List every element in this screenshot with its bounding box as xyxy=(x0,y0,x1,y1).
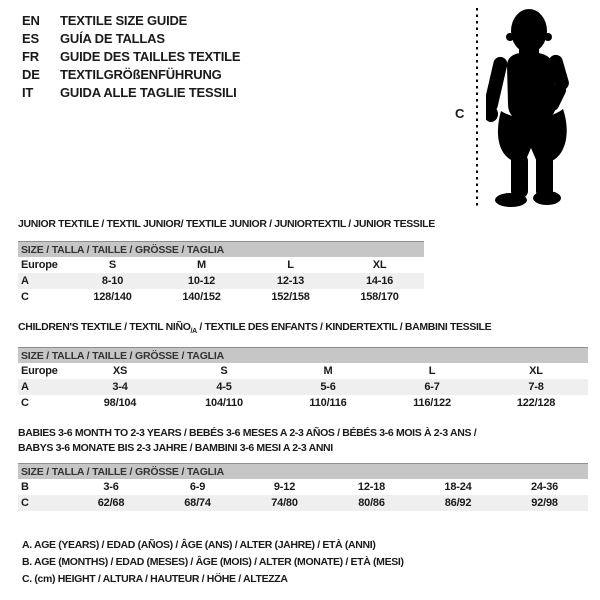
table-cell: 6-9 xyxy=(189,481,206,493)
table-row: Europe S M L XL xyxy=(18,257,424,273)
table-cell: 7-8 xyxy=(484,379,589,396)
table-cell: 8-10 xyxy=(68,273,157,289)
table-title: JUNIOR TEXTILE / TEXTIL JUNIOR/ TEXTILE … xyxy=(18,218,435,230)
row-label: B xyxy=(21,481,29,493)
table-cell: 3-6 xyxy=(103,481,119,493)
language-code: DE xyxy=(22,67,40,82)
height-measure-label: C xyxy=(455,106,465,121)
language-title-list: EN TEXTILE SIZE GUIDE ES GUÍA DE TALLAS … xyxy=(22,12,241,102)
table-cell: 9-12 xyxy=(273,481,296,493)
table-cell: 14-16 xyxy=(335,273,425,289)
table-cell: M xyxy=(323,365,333,378)
row-label: Europe xyxy=(21,365,58,378)
language-code: EN xyxy=(22,13,40,28)
list-item: DE TEXTILGRÖßENFÜHRUNG xyxy=(22,66,240,84)
row-label: A xyxy=(18,379,68,396)
table-row: B 3-6 6-9 9-12 12-18 18-24 24-36 xyxy=(18,479,588,495)
size-header-bar: SIZE / TALLA / TAILLE / GRÖSSE / TAGLIA xyxy=(18,241,425,257)
table-cell: XL xyxy=(529,365,543,378)
language-code: FR xyxy=(22,49,39,64)
table-cell: 12-18 xyxy=(357,481,386,493)
list-item: ES GUÍA DE TALLAS xyxy=(22,30,240,48)
table-cell: 4-5 xyxy=(172,379,276,396)
list-item: IT GUIDA ALLE TAGLIE TESSILI xyxy=(22,84,240,102)
footnote-a: A. AGE (YEARS) / EDAD (AÑOS) / ÂGE (ANS)… xyxy=(22,539,376,551)
table-cell: 6-7 xyxy=(380,379,484,396)
size-header-bar: SIZE / TALLA / TAILLE / GRÖSSE / TAGLIA xyxy=(18,463,589,479)
size-header-label: SIZE / TALLA / TAILLE / GRÖSSE / TAGLIA xyxy=(18,347,589,364)
table-cell: XL xyxy=(372,259,387,271)
babies-size-table: SIZE / TALLA / TAILLE / GRÖSSE / TAGLIA … xyxy=(18,463,589,511)
table-row: Europe XS S M L XL xyxy=(18,363,588,379)
table-cell: 110/116 xyxy=(309,397,347,410)
junior-textile-section: JUNIOR TEXTILE / TEXTIL JUNIOR/ TEXTILE … xyxy=(18,218,435,305)
size-header-label: SIZE / TALLA / TAILLE / GRÖSSE / TAGLIA xyxy=(18,463,589,479)
list-item: FR GUIDE DES TAILLES TEXTILE xyxy=(22,48,241,66)
language-title: GUIDE DES TAILLES TEXTILE xyxy=(60,49,241,64)
table-cell: 5-6 xyxy=(276,379,380,396)
table-row: C 62/68 68/74 74/80 80/86 86/92 92/98 xyxy=(18,495,589,511)
table-row: A 8-10 10-12 12-13 14-16 xyxy=(18,273,425,289)
footnote-b: B. AGE (MONTHS) / EDAD (MESES) / ÂGE (MO… xyxy=(22,556,404,568)
list-item: EN TEXTILE SIZE GUIDE xyxy=(22,12,240,30)
table-title-line2: BABYS 3-6 MONATE BIS 2-3 JAHRE / BAMBINI… xyxy=(18,442,333,454)
table-row: C 98/104 104/110 110/116 116/122 122/128 xyxy=(18,395,588,411)
table-cell: 152/158 xyxy=(271,291,310,303)
table-cell: 10-12 xyxy=(157,273,246,289)
table-cell: L xyxy=(428,365,436,378)
row-label: A xyxy=(18,273,68,289)
table-cell: XS xyxy=(112,365,128,378)
children-size-table: SIZE / TALLA / TAILLE / GRÖSSE / TAGLIA … xyxy=(18,347,589,411)
table-cell: 116/122 xyxy=(413,397,451,410)
height-measure-dotted-line xyxy=(476,8,478,208)
table-cell: 24-36 xyxy=(530,481,559,493)
table-cell: M xyxy=(197,259,206,271)
table-title: BABIES 3-6 MONTH TO 2-3 YEARS / BEBÉS 3-… xyxy=(18,426,588,456)
table-cell: 80/86 xyxy=(328,495,415,511)
size-header-label: SIZE / TALLA / TAILLE / GRÖSSE / TAGLIA xyxy=(18,241,425,257)
table-cell: 158/170 xyxy=(360,291,399,303)
table-cell: 104/110 xyxy=(205,397,243,410)
babies-textile-section: BABIES 3-6 MONTH TO 2-3 YEARS / BEBÉS 3-… xyxy=(18,426,589,511)
table-cell: 128/140 xyxy=(93,291,132,303)
table-cell: S xyxy=(220,365,228,378)
language-title: GUÍA DE TALLAS xyxy=(60,31,165,46)
table-cell: 92/98 xyxy=(501,495,589,511)
footnote-c: C. (cm) HEIGHT / ALTURA / HAUTEUR / HÖHE… xyxy=(22,573,288,585)
row-label: C xyxy=(18,495,68,511)
table-row: C 128/140 140/152 152/158 158/170 xyxy=(18,289,424,305)
table-cell: 68/74 xyxy=(154,495,241,511)
table-cell: 74/80 xyxy=(241,495,328,511)
language-title: GUIDA ALLE TAGLIE TESSILI xyxy=(60,85,237,100)
table-cell: 3-4 xyxy=(68,379,172,396)
row-label: Europe xyxy=(21,259,58,271)
language-code: ES xyxy=(22,31,39,46)
table-cell: 98/104 xyxy=(103,397,137,410)
table-cell: 12-13 xyxy=(246,273,335,289)
table-cell: 122/128 xyxy=(516,397,556,410)
table-cell: 140/152 xyxy=(182,291,221,303)
language-code: IT xyxy=(22,85,34,100)
row-label: C xyxy=(21,291,29,303)
table-cell: 18-24 xyxy=(444,481,472,493)
childrens-textile-section: CHILDREN'S TEXTILE / TEXTIL NIÑO/A / TEX… xyxy=(18,321,589,411)
row-label: C xyxy=(21,397,29,410)
table-cell: 86/92 xyxy=(415,495,501,511)
table-cell: S xyxy=(108,259,117,271)
language-title: TEXTILE SIZE GUIDE xyxy=(60,13,188,28)
table-title: CHILDREN'S TEXTILE / TEXTIL NIÑO/A / TEX… xyxy=(18,321,492,336)
size-header-bar: SIZE / TALLA / TAILLE / GRÖSSE / TAGLIA xyxy=(18,347,589,364)
table-cell: 62/68 xyxy=(68,495,154,511)
table-row: A 3-4 4-5 5-6 6-7 7-8 xyxy=(18,379,589,396)
language-title: TEXTILGRÖßENFÜHRUNG xyxy=(60,67,222,82)
footnote-legend: A. AGE (YEARS) / EDAD (AÑOS) / ÂGE (ANS)… xyxy=(22,537,404,588)
table-cell: L xyxy=(287,259,294,271)
table-title-line1: BABIES 3-6 MONTH TO 2-3 YEARS / BEBÉS 3-… xyxy=(18,427,477,439)
junior-size-table: SIZE / TALLA / TAILLE / GRÖSSE / TAGLIA … xyxy=(18,241,425,305)
baby-silhouette xyxy=(486,9,569,207)
